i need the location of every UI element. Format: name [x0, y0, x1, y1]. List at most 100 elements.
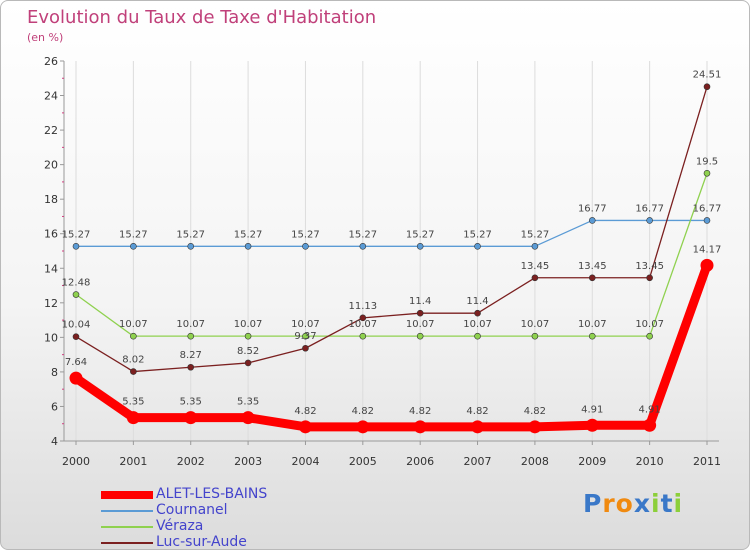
y-tick-label: 8: [51, 366, 58, 379]
legend-label: Cournanel: [156, 502, 228, 518]
x-tick-label: 2007: [464, 455, 492, 468]
data-label: 12.48: [62, 278, 91, 289]
logo-letter: o: [615, 489, 634, 518]
legend-label: ALET-LES-BAINS: [156, 486, 268, 502]
data-point: [531, 243, 539, 250]
data-point: [187, 363, 195, 371]
data-point: [126, 411, 140, 425]
data-point: [471, 420, 485, 434]
logo-letter: r: [602, 489, 616, 518]
data-point: [588, 274, 596, 282]
data-label: 9.37: [294, 331, 316, 342]
data-point: [416, 243, 424, 250]
legend-swatch: [101, 542, 153, 544]
data-point: [184, 411, 198, 425]
legend-swatch: [101, 526, 153, 528]
data-point: [359, 243, 367, 250]
y-tick-label: 14: [44, 262, 58, 275]
data-label: 4.82: [409, 406, 431, 417]
data-point: [588, 332, 596, 340]
series-line: [75, 86, 708, 373]
data-label: 13.45: [635, 261, 664, 272]
y-tick-label: 20: [44, 159, 58, 172]
data-label: 24.51: [693, 70, 722, 81]
data-point: [302, 243, 309, 250]
data-point: [359, 332, 367, 340]
data-label: 10.07: [578, 319, 607, 330]
data-label: 5.35: [122, 397, 144, 408]
data-point: [474, 243, 481, 250]
data-point: [72, 243, 80, 250]
data-point: [244, 359, 252, 367]
data-label: 10.07: [176, 319, 205, 330]
data-point: [646, 332, 653, 340]
data-point: [474, 332, 481, 340]
data-point: [302, 344, 309, 352]
legend-label: Luc-sur-Aude: [156, 534, 247, 550]
data-point: [646, 274, 653, 282]
data-point: [588, 217, 596, 224]
data-point: [359, 314, 367, 322]
axes: 4 6 8 10 12 14 16 18 20 22 24 26 2000 2001 2002 2003 200…: [44, 55, 721, 468]
data-label: 15.27: [176, 229, 205, 240]
data-label: 16.77: [578, 203, 607, 214]
data-point: [643, 418, 657, 432]
data-point: [531, 274, 539, 282]
series-lines: [69, 83, 714, 434]
data-label: 19.5: [696, 156, 718, 167]
data-label: 15.27: [348, 229, 377, 240]
data-label: 4.91: [639, 404, 661, 415]
data-point: [130, 368, 137, 375]
data-point: [413, 420, 427, 434]
data-label: 4.82: [524, 406, 546, 417]
data-point: [474, 309, 481, 317]
data-label: 15.27: [406, 229, 435, 240]
y-tick-label: 22: [44, 124, 58, 137]
logo-letter: i: [673, 489, 684, 518]
data-label: 10.07: [348, 319, 377, 330]
data-point: [72, 291, 80, 298]
data-point: [703, 217, 711, 224]
data-label: 16.77: [635, 203, 664, 214]
data-point: [416, 332, 424, 340]
data-label: 4.82: [294, 406, 316, 417]
logo-letter: x: [633, 489, 651, 518]
logo-letter: P: [583, 489, 603, 518]
series-line: [75, 219, 708, 247]
y-tick-label: 4: [51, 435, 58, 448]
y-tick-label: 16: [44, 228, 58, 241]
data-label: 10.07: [234, 319, 263, 330]
data-point: [356, 420, 370, 434]
data-label: 11.4: [466, 296, 488, 307]
data-point: [130, 243, 137, 250]
series-line: [71, 260, 712, 432]
proxiti-logo: Proxiti: [583, 489, 683, 518]
data-label: 5.35: [237, 397, 259, 408]
data-point: [416, 309, 424, 317]
x-tick-label: 2003: [234, 455, 262, 468]
x-tick-label: 2006: [406, 455, 434, 468]
data-point: [244, 243, 252, 250]
y-tick-label: 24: [44, 90, 58, 103]
data-point: [72, 333, 80, 340]
data-label: 8.52: [237, 346, 259, 357]
data-point: [703, 169, 711, 177]
data-label: 11.4: [409, 296, 431, 307]
data-label: 15.27: [463, 229, 492, 240]
data-label: 7.64: [65, 357, 87, 368]
y-tick-label: 10: [44, 331, 58, 344]
data-label: 13.45: [521, 261, 550, 272]
logo-letter: i: [651, 489, 661, 518]
x-tick-label: 2005: [349, 455, 377, 468]
data-label: 15.27: [119, 229, 148, 240]
data-label: 10.07: [521, 319, 550, 330]
data-point: [700, 258, 714, 272]
data-label: 10.07: [635, 319, 664, 330]
x-tick-label: 2001: [119, 455, 147, 468]
grid: [75, 61, 708, 441]
data-label: 4.82: [352, 406, 374, 417]
y-tick-label: 18: [44, 193, 58, 206]
data-label: 15.27: [291, 229, 320, 240]
